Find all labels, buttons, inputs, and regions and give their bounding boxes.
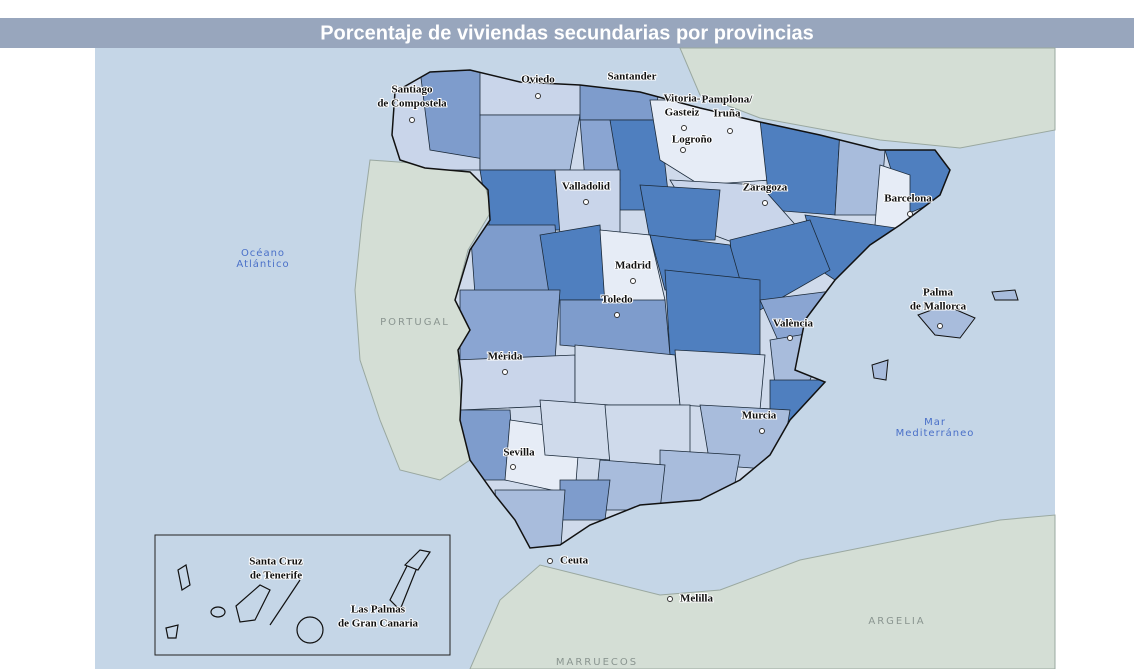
city-marker (614, 312, 620, 318)
country-label: MARRUECOS (556, 657, 638, 668)
city-label: Gasteiz (665, 107, 700, 119)
country-label: PORTUGAL (380, 317, 450, 328)
city-marker (762, 200, 768, 206)
city-marker (535, 93, 541, 99)
city-label: Madrid (615, 260, 651, 272)
city-marker (409, 117, 415, 123)
city-label: Iruña (714, 108, 741, 120)
spain-outline (391, 69, 951, 549)
city-marker (510, 464, 516, 470)
city-marker (681, 125, 687, 131)
mallorca (917, 304, 976, 339)
city-label: Valladolid (562, 181, 610, 193)
city-marker (727, 128, 733, 134)
city-label: de Tenerife (250, 570, 302, 582)
map (95, 47, 1056, 669)
title: Porcentaje de viviendas secundarias por … (320, 22, 814, 44)
city-marker (937, 323, 943, 329)
city-marker (787, 335, 793, 341)
city-label: Ceuta (560, 555, 589, 567)
city-label: Barcelona (884, 193, 932, 205)
city-label: Logroño (672, 134, 713, 146)
city-marker (547, 558, 553, 564)
city-label: de Compostela (377, 98, 447, 110)
city-marker (680, 147, 686, 153)
africa (469, 514, 1056, 669)
city-marker (502, 369, 508, 375)
ibiza (871, 359, 889, 381)
city-marker (667, 596, 673, 602)
city-label: Melilla (680, 593, 713, 605)
city-label: Mérida (488, 351, 523, 363)
city-label: Vitoria- (664, 93, 701, 105)
city-label: Toledo (601, 294, 633, 306)
city-label: Murcia (742, 410, 777, 422)
city-label: Santander (608, 71, 657, 83)
city-label: Pamplona/ (702, 94, 754, 106)
city-label: Santa Cruz (249, 556, 303, 568)
sea-label: Océano (241, 247, 285, 259)
sea-label: Mediterráneo (896, 427, 975, 439)
canarias (165, 549, 431, 644)
city-label: de Mallorca (910, 301, 967, 313)
city-label: Palma (923, 287, 953, 299)
city-label: Zaragoza (743, 182, 788, 194)
country-label: ARGELIA (868, 616, 925, 627)
city-label: de Gran Canaria (338, 618, 419, 630)
city-marker (759, 428, 765, 434)
city-label: Oviedo (521, 74, 555, 86)
sea-label: Mar (924, 417, 946, 428)
city-marker (630, 278, 636, 284)
france (679, 47, 1056, 149)
city-label: Las Palmas (351, 604, 406, 616)
sea-label: Atlántico (236, 258, 289, 270)
city-marker (907, 211, 913, 217)
title-bar (0, 18, 1134, 48)
city-label: Sevilla (503, 447, 535, 459)
menorca (991, 289, 1019, 301)
city-label: Santiago (392, 84, 433, 96)
city-label: València (773, 318, 813, 330)
city-marker (583, 199, 589, 205)
